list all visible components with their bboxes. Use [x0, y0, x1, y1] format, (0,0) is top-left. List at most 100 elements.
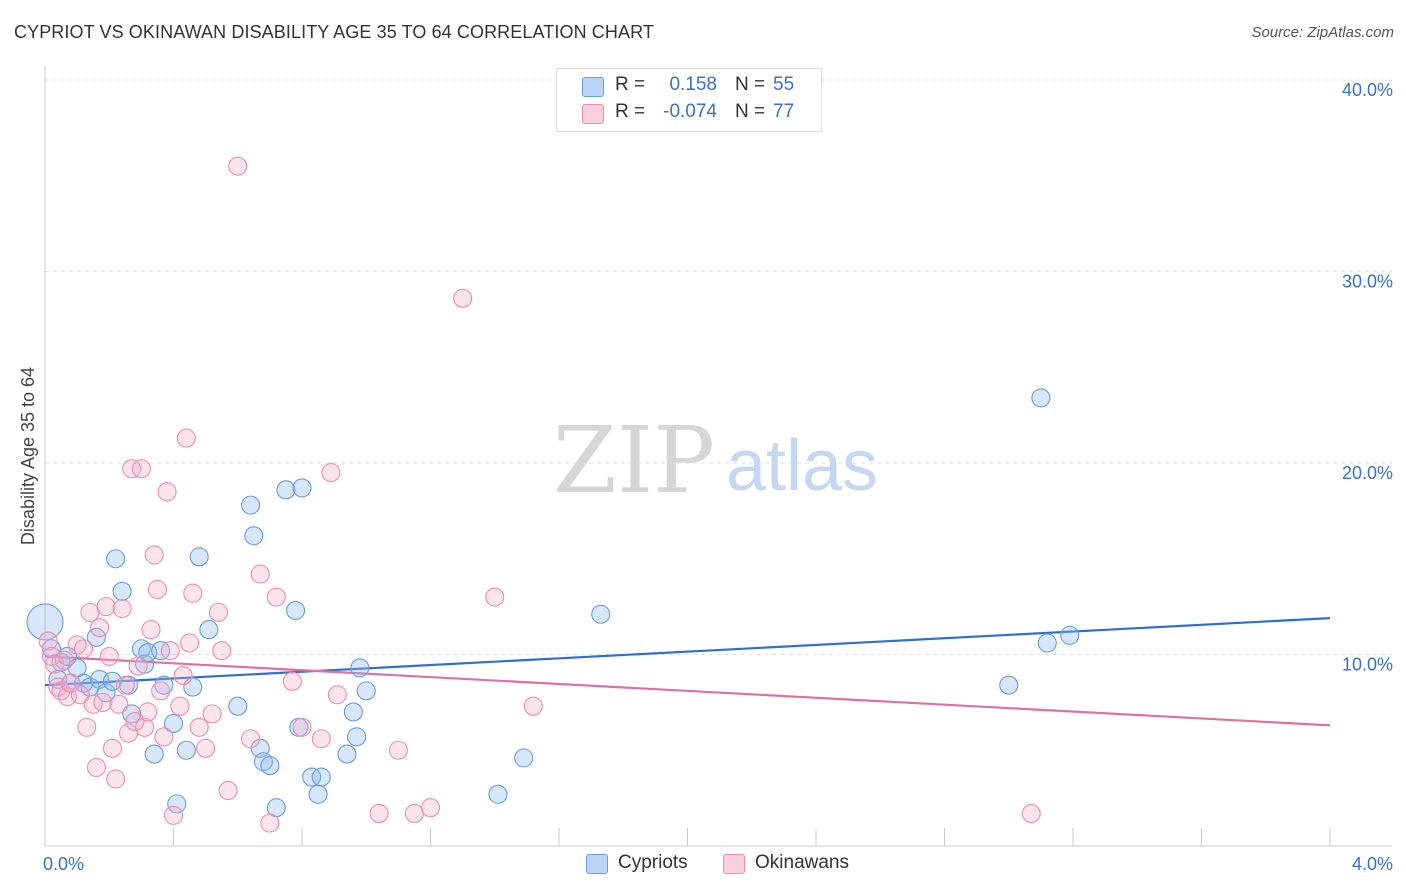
point-cypriots-1 [41, 639, 61, 659]
point-okinawans-64 [453, 288, 473, 308]
point-cypriots-47 [356, 681, 376, 701]
y-tick-label-1: 20.0% [1342, 463, 1393, 483]
trend-line-okinawans [44, 655, 1331, 727]
point-cypriots-41 [308, 784, 328, 804]
point-okinawans-58 [321, 463, 341, 483]
point-cypriots-39 [292, 478, 312, 498]
point-okinawans-22 [112, 598, 132, 619]
point-cypriots-22 [154, 675, 174, 695]
point-cypriots-21 [151, 641, 171, 661]
y-axis-label: Disability Age 35 to 64 [18, 367, 38, 545]
point-okinawans-19 [102, 738, 123, 758]
point-cypriots-23 [163, 713, 184, 733]
watermark: ZIP atlas [553, 407, 878, 514]
n-label: N = [735, 74, 766, 95]
point-okinawans-38 [163, 805, 184, 825]
trend-lines [44, 617, 1331, 727]
point-okinawans-3 [48, 677, 68, 697]
point-okinawans-16 [93, 692, 113, 712]
y-tick-label-2: 30.0% [1342, 272, 1393, 292]
point-cypriots-45 [347, 727, 367, 747]
point-okinawans-61 [388, 740, 408, 760]
okinawans-legend-label: Okinawans [755, 852, 849, 873]
point-okinawans-41 [176, 428, 196, 448]
point-okinawans-33 [147, 579, 167, 599]
point-okinawans-5 [54, 650, 74, 670]
point-okinawans-14 [86, 757, 106, 778]
point-okinawans-26 [125, 711, 145, 732]
point-okinawans-50 [228, 156, 248, 176]
stats-row-okinawans: R = -0.074 N = 77 [557, 101, 821, 127]
point-okinawans-37 [160, 641, 180, 661]
point-okinawans-12 [80, 602, 100, 622]
point-cypriots-54 [1060, 625, 1080, 645]
x-tick-label-1: 4.0% [1352, 854, 1393, 874]
point-cypriots-50 [591, 604, 611, 624]
point-cypriots-27 [189, 547, 209, 567]
point-cypriots-31 [244, 526, 264, 546]
point-cypriots-46 [350, 658, 370, 678]
cypriots-legend-swatch [586, 854, 608, 874]
tick-labels: 10.0% 20.0% 30.0% 40.0% 0.0% 4.0% [43, 80, 1393, 874]
point-okinawans-27 [128, 656, 148, 676]
point-cypriots-40 [302, 767, 322, 787]
point-cypriots-42 [311, 767, 331, 787]
n-value: 55 [773, 74, 795, 95]
point-okinawans-25 [122, 459, 142, 479]
point-okinawans-28 [131, 459, 151, 479]
point-okinawans-2 [45, 654, 65, 674]
point-okinawans-49 [218, 780, 238, 801]
y-tick-label-3: 40.0% [1342, 80, 1393, 100]
stats-legend: R = 0.158 N = 55 R = -0.074 N = 77 [556, 68, 822, 132]
okinawans-legend-swatch [723, 854, 745, 874]
x-tick-label-0: 0.0% [43, 854, 84, 874]
point-cypriots-44 [343, 702, 363, 722]
point-cypriots-51 [999, 675, 1019, 695]
stats-row-cypriots: R = 0.158 N = 55 [557, 74, 821, 100]
point-cypriots-18 [135, 654, 155, 674]
point-cypriots-43 [337, 744, 357, 764]
point-okinawans-44 [189, 717, 209, 737]
point-okinawans-62 [404, 803, 424, 823]
point-okinawans-52 [250, 564, 270, 584]
point-cypriots-13 [106, 549, 126, 569]
point-cypriots-30 [241, 495, 261, 515]
r-value: -0.074 [663, 101, 717, 122]
point-okinawans-13 [83, 694, 103, 714]
point-cypriots-37 [286, 600, 306, 621]
point-cypriots-20 [144, 744, 164, 764]
grid [45, 79, 1392, 655]
point-cypriots-49 [514, 748, 534, 768]
point-okinawans-29 [135, 717, 155, 737]
point-okinawans-1 [41, 646, 61, 666]
point-okinawans-67 [1021, 803, 1041, 823]
cypriots-swatch [582, 77, 604, 97]
point-cypriots-34 [260, 756, 280, 776]
point-okinawans-43 [183, 583, 203, 603]
point-okinawans-15 [90, 618, 110, 638]
n-value: 77 [773, 101, 795, 122]
point-okinawans-42 [180, 633, 200, 653]
point-okinawans-65 [485, 587, 505, 607]
point-cypriots-53 [1037, 633, 1057, 653]
okinawans-swatch [582, 104, 604, 124]
point-okinawans-10 [74, 639, 94, 659]
point-cypriots-24 [167, 794, 187, 814]
point-okinawans-63 [420, 798, 441, 818]
point-okinawans-60 [369, 803, 389, 823]
point-okinawans-54 [266, 587, 286, 607]
r-label: R = [615, 101, 646, 122]
chart-title: CYPRIOT VS OKINAWAN DISABILITY AGE 35 TO… [14, 22, 654, 42]
point-okinawans-48 [212, 641, 232, 661]
source-label: Source: ZipAtlas.com [1251, 24, 1394, 41]
point-okinawans-30 [138, 702, 158, 722]
data-points [26, 156, 1080, 833]
point-okinawans-35 [154, 727, 174, 747]
r-value: 0.158 [669, 74, 717, 95]
point-cypriots-25 [176, 740, 196, 760]
point-okinawans-46 [202, 704, 222, 724]
trend-line-cypriots [44, 617, 1331, 687]
point-cypriots-12 [102, 671, 123, 691]
watermark-zip: ZIP [553, 407, 715, 514]
point-okinawans-57 [311, 729, 331, 749]
